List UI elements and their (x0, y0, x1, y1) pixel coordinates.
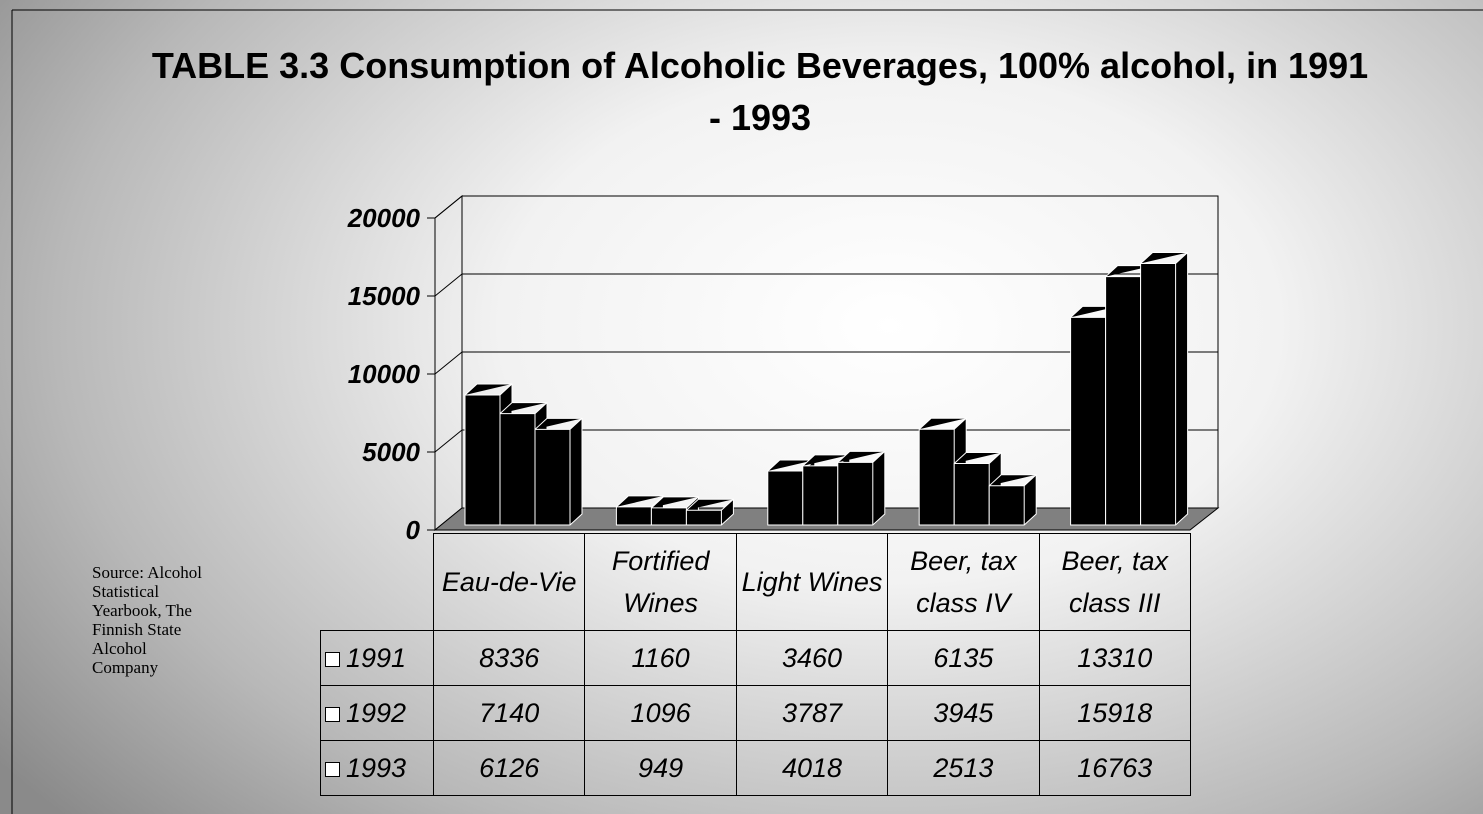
bar (988, 474, 1037, 526)
grid-line (434, 195, 463, 219)
legend-key (325, 761, 340, 777)
table-value: 4018 (735, 740, 889, 796)
category-label: Eau-de-Vie (432, 533, 586, 631)
table-row: 1991 8336 1160 3460 6135 13310 (320, 630, 1191, 686)
table-value: 1096 (584, 685, 737, 741)
table-value: 6126 (432, 740, 586, 796)
bar (534, 417, 583, 526)
bar (837, 450, 886, 526)
y-tick-label: 0 (406, 515, 421, 545)
table-row: 1992 7140 1096 3787 3945 15918 (320, 685, 1191, 741)
bar (685, 498, 734, 526)
legend-label: 1992 (346, 697, 407, 728)
grid-line (434, 351, 463, 375)
table-value: 3787 (735, 685, 889, 741)
y-tick-label: 10000 (348, 359, 421, 389)
data-table: Eau-de-Vie Fortified Wines Light Wines Beer… (320, 533, 1191, 796)
y-tick-label: 5000 (362, 437, 420, 467)
legend-entry: 1991 (320, 630, 434, 686)
grid-line (434, 429, 463, 453)
category-label: Fortified Wines (584, 533, 737, 631)
table-row: 1993 6126 949 4018 2513 16763 (320, 740, 1191, 796)
legend-key (325, 706, 340, 722)
chart-title: TABLE 3.3 Consumption of Alcoholic Bever… (151, 45, 1369, 138)
legend-key (325, 651, 340, 667)
y-tick-label: 15000 (348, 281, 421, 311)
table-value: 16763 (1038, 740, 1191, 796)
y-tick-label: 20000 (347, 203, 421, 233)
legend-entry: 1993 (320, 740, 434, 796)
table-value: 2513 (887, 740, 1040, 796)
table-value: 13310 (1038, 630, 1191, 686)
legend-label: 1991 (346, 642, 407, 673)
category-label: Beer, tax class III (1038, 533, 1191, 631)
table-value: 6135 (887, 630, 1040, 686)
table-corner (321, 534, 434, 631)
category-label: Beer, tax class IV (887, 533, 1040, 631)
table-value: 3945 (887, 685, 1040, 741)
table-value: 949 (584, 740, 737, 796)
table-value: 8336 (432, 630, 586, 686)
legend-entry: 1992 (320, 685, 434, 741)
bar (1140, 251, 1189, 526)
table-value: 7140 (432, 685, 586, 741)
legend-label: 1993 (346, 752, 407, 783)
table-value: 3460 (735, 630, 889, 686)
category-label: Light Wines (735, 533, 889, 631)
table-header: Eau-de-Vie Fortified Wines Light Wines Beer… (321, 533, 1191, 631)
grid-line (434, 273, 463, 297)
table-value: 15918 (1038, 685, 1191, 741)
table-value: 1160 (584, 630, 737, 686)
source-note: Source: Alcohol Statistical Yearbook, Th… (92, 563, 203, 677)
